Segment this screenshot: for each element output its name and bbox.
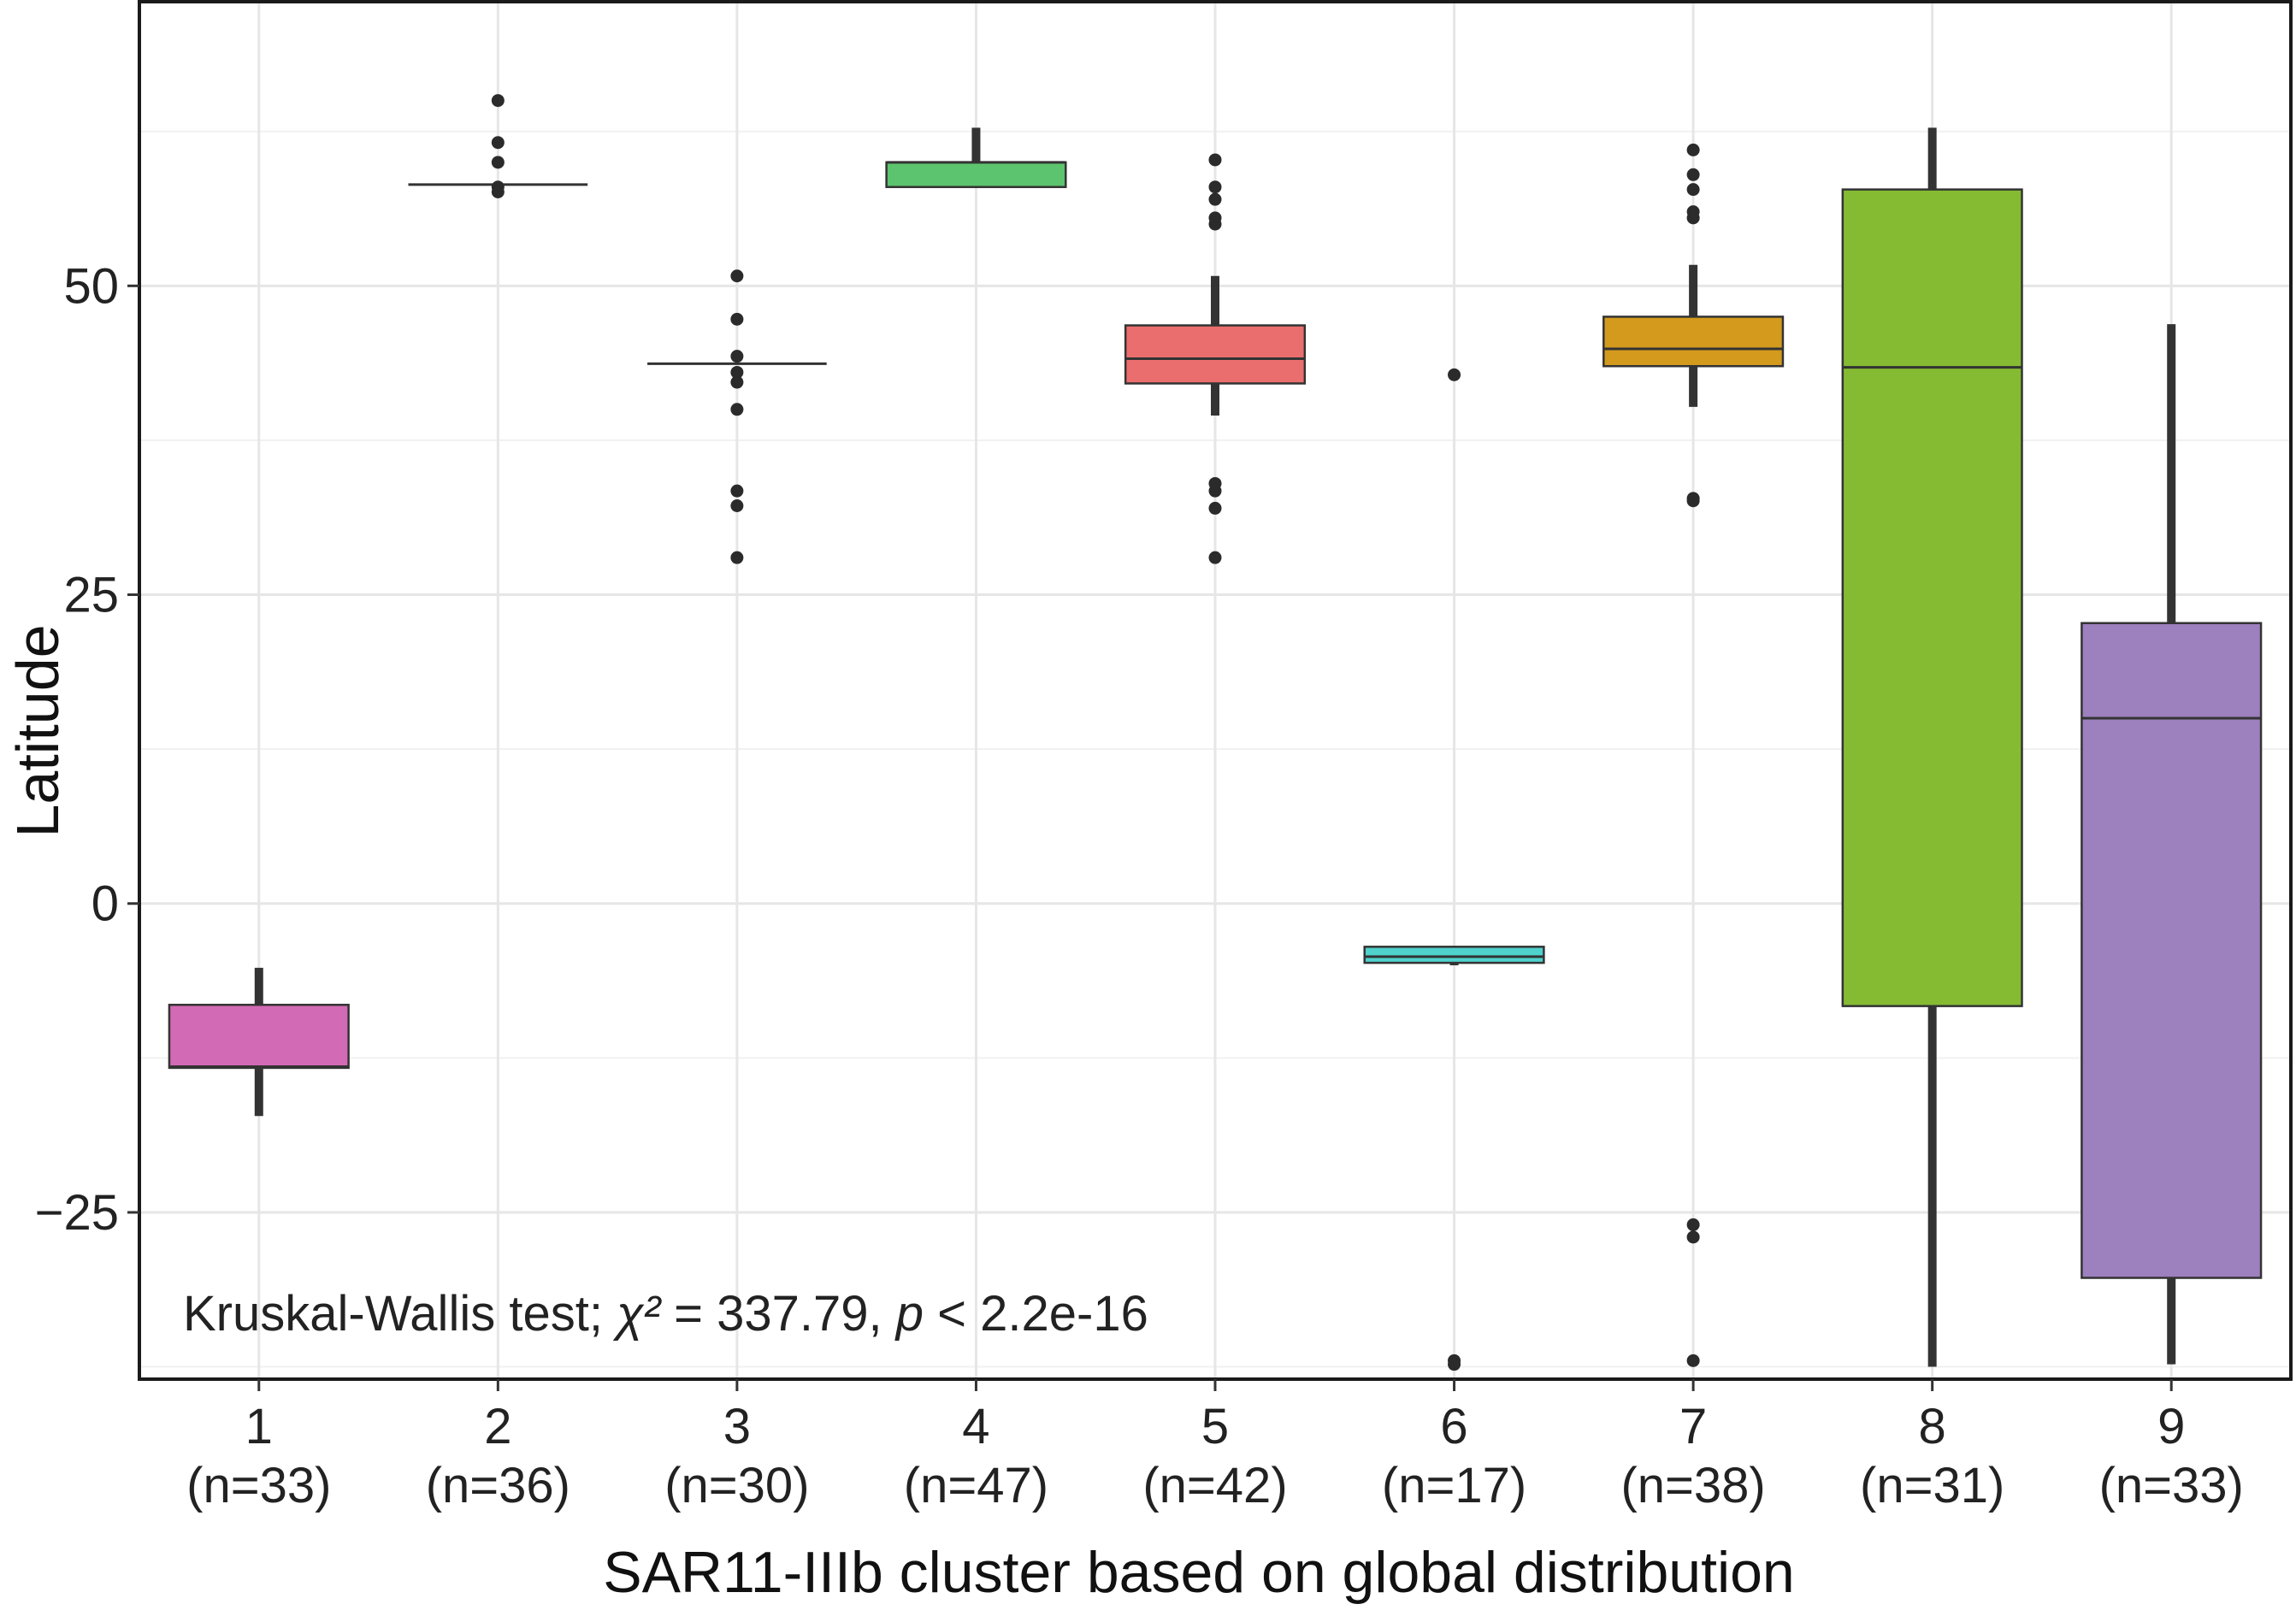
outlier-point: [1686, 492, 1700, 505]
outlier-point: [1686, 1218, 1700, 1231]
y-axis: −25 0 25 50: [35, 258, 139, 1241]
x-tick-sample-size: (n=42): [1142, 1458, 1287, 1513]
boxplot-group-5: [1124, 153, 1307, 564]
x-tick-sample-size: (n=38): [1620, 1458, 1765, 1513]
outlier-point: [1448, 1358, 1461, 1371]
outlier-point: [730, 403, 744, 416]
outlier-point: [1208, 501, 1222, 515]
outlier-point: [1686, 168, 1700, 181]
x-tick-sample-size: (n=30): [664, 1458, 809, 1513]
grid: [139, 2, 2291, 1379]
outlier-point: [1686, 143, 1700, 156]
y-tick-label: −25: [35, 1185, 119, 1241]
x-tick-label: 1: [245, 1399, 273, 1454]
x-tick-sample-size: (n=47): [904, 1458, 1048, 1513]
x-tick-sample-size: (n=17): [1382, 1458, 1526, 1513]
outlier-point: [730, 498, 744, 512]
outlier-point: [491, 180, 505, 194]
boxplot-group-7: [1602, 143, 1785, 1367]
outlier-point: [491, 156, 505, 169]
x-tick-label: 7: [1679, 1399, 1707, 1454]
outlier-point: [1208, 476, 1222, 490]
x-tick-label: 3: [723, 1399, 751, 1454]
x-tick-label: 5: [1201, 1399, 1229, 1454]
outlier-point: [1686, 205, 1700, 219]
x-axis: 1(n=33)2(n=36)3(n=30)4(n=47)5(n=42)6(n=1…: [186, 1379, 2244, 1513]
outlier-point: [1686, 1354, 1700, 1367]
outlier-point: [1208, 551, 1222, 564]
outlier-point: [1448, 368, 1461, 381]
outlier-point: [730, 350, 744, 363]
outlier-point: [730, 375, 744, 389]
outlier-point: [730, 365, 744, 379]
boxplot-group-8: [1841, 127, 2023, 1367]
outlier-point: [1686, 183, 1700, 197]
boxplot-group-2: [408, 94, 588, 199]
box: [1363, 946, 1545, 964]
boxplot-group-3: [647, 269, 827, 564]
y-axis-title: Latitude: [4, 624, 71, 837]
annotation-chi-value: = 337.79,: [660, 1286, 896, 1342]
x-tick-label: 2: [484, 1399, 511, 1454]
boxplot-group-1: [168, 967, 350, 1117]
outlier-point: [1208, 211, 1222, 225]
boxplot-group-9: [2081, 324, 2263, 1365]
box: [1602, 316, 1785, 368]
x-tick-label: 9: [2157, 1399, 2185, 1454]
y-tick-label: 25: [63, 568, 119, 623]
box: [1124, 324, 1307, 385]
x-tick-sample-size: (n=36): [426, 1458, 570, 1513]
outlier-point: [730, 312, 744, 326]
outlier-point: [730, 269, 744, 283]
x-tick-label: 8: [1919, 1399, 1946, 1454]
boxplot-group-4: [885, 127, 1067, 188]
outlier-point: [491, 136, 505, 150]
x-tick-sample-size: (n=33): [186, 1458, 331, 1513]
x-tick-label: 6: [1440, 1399, 1467, 1454]
boxplot-group-6: [1363, 368, 1545, 1371]
boxes: [168, 94, 2263, 1371]
annotation-prefix: Kruskal-Wallis test;: [183, 1286, 617, 1342]
outlier-point: [1208, 180, 1222, 194]
box: [2081, 622, 2263, 1279]
annotation-p: p: [894, 1286, 924, 1342]
box: [1841, 188, 2023, 1007]
annotation-chi: χ²: [612, 1286, 663, 1342]
y-tick-label: 50: [63, 258, 119, 314]
outlier-point: [491, 94, 505, 108]
x-tick-label: 4: [962, 1399, 989, 1454]
box: [168, 1003, 350, 1070]
x-axis-title: SAR11-IIIb cluster based on global distr…: [603, 1540, 1795, 1605]
x-tick-sample-size: (n=31): [1860, 1458, 2004, 1513]
outlier-point: [730, 551, 744, 564]
annotation-p-value: < 2.2e-16: [924, 1286, 1148, 1342]
box: [885, 161, 1067, 188]
y-tick-label: 0: [91, 876, 119, 932]
outlier-point: [730, 484, 744, 498]
chart-annotation: Kruskal-Wallis test; χ² = 337.79, p < 2.…: [183, 1286, 1148, 1342]
outlier-point: [1208, 153, 1222, 167]
x-tick-sample-size: (n=33): [2099, 1458, 2244, 1513]
outlier-point: [1208, 192, 1222, 206]
outlier-point: [1686, 1230, 1700, 1244]
